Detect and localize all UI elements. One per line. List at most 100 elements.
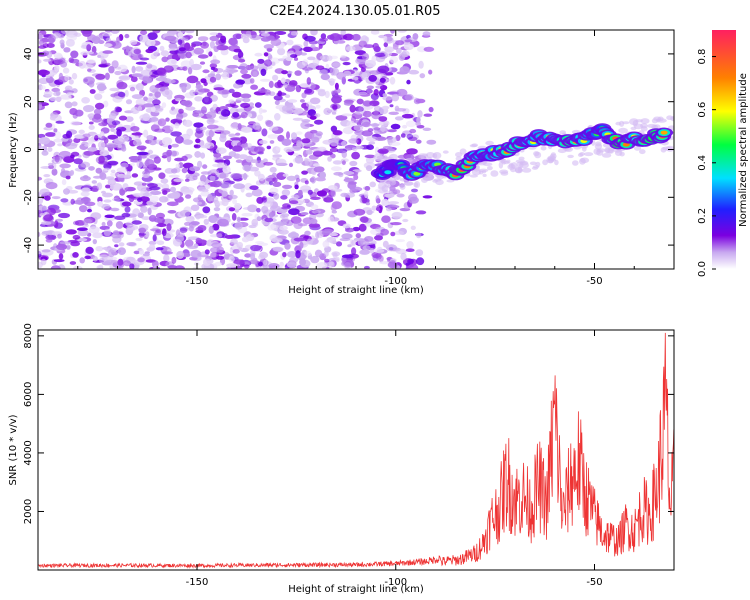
heatmap-noise-blob: [148, 215, 157, 222]
heatmap-noise-blob: [82, 218, 93, 224]
heatmap-noise-blob: [65, 229, 77, 235]
heatmap-noise-blob: [162, 89, 173, 98]
heatmap-noise-blob: [148, 93, 153, 97]
heatmap-noise-blob: [229, 189, 234, 196]
heatmap-noise-blob: [381, 215, 391, 223]
heatmap-noise-blob: [243, 172, 248, 181]
heatmap-noise-blob: [88, 166, 95, 171]
heatmap-noise-blob: [142, 182, 147, 186]
heatmap-noise-blob: [215, 73, 222, 81]
heatmap-noise-blob: [382, 240, 389, 248]
heatmap-noise-blob: [232, 112, 240, 118]
heatmap-noise-blob: [140, 69, 153, 77]
heatmap-noise-blob: [407, 258, 414, 264]
heatmap-noise-blob: [179, 227, 188, 233]
heatmap-noise-blob: [181, 167, 188, 174]
heatmap-noise-blob: [263, 44, 274, 50]
heatmap-noise-blob: [171, 168, 178, 174]
heatmap-noise-blob: [54, 131, 62, 140]
heatmap-noise-blob: [65, 175, 71, 180]
heatmap-noise-blob: [209, 63, 218, 69]
heatmap-noise-blob: [315, 65, 325, 71]
heatmap-noise-blob: [150, 106, 156, 113]
heatmap-noise-blob: [261, 128, 268, 137]
heatmap-noise-blob: [212, 67, 218, 72]
heatmap-noise-blob: [310, 204, 319, 210]
heatmap-noise-blob: [71, 101, 78, 107]
heatmap-noise-blob: [253, 146, 265, 154]
heatmap-noise-blob: [375, 195, 380, 204]
heatmap-noise-blob: [80, 191, 90, 197]
heatmap-noise-blob: [53, 52, 63, 59]
heatmap-noise-blob: [55, 120, 65, 124]
heatmap-noise-blob: [395, 239, 405, 243]
heatmap-noise-blob: [410, 225, 416, 230]
heatmap-noise-blob: [118, 76, 129, 80]
heatmap-noise-blob: [235, 159, 243, 163]
heatmap-noise-blob: [80, 51, 89, 56]
heatmap-noise-blob: [306, 101, 313, 108]
heatmap-noise-blob: [98, 122, 108, 127]
heatmap-noise-blob: [331, 210, 337, 214]
heatmap-noise-blob: [243, 144, 249, 151]
heatmap-noise-blob: [396, 88, 408, 97]
heatmap-noise-blob: [542, 159, 548, 166]
heatmap-noise-blob: [130, 76, 138, 83]
heatmap-noise-blob: [108, 66, 115, 74]
heatmap-noise-blob: [53, 138, 63, 143]
heatmap-noise-blob: [110, 30, 120, 34]
heatmap-noise-blob: [274, 31, 287, 35]
heatmap-noise-blob: [252, 71, 258, 77]
heatmap-noise-blob: [289, 200, 299, 205]
heatmap-noise-blob: [304, 106, 309, 111]
heatmap-noise-blob: [209, 251, 217, 258]
heatmap-noise-blob: [313, 163, 320, 167]
heatmap-noise-blob: [136, 151, 149, 156]
heatmap-noise-blob: [38, 137, 51, 145]
heatmap-noise-blob: [48, 164, 54, 170]
heatmap-noise-blob: [58, 212, 70, 219]
heatmap-noise-blob: [522, 167, 532, 173]
heatmap-noise-blob: [277, 90, 282, 97]
heatmap-noise-blob: [38, 192, 41, 197]
heatmap-noise-blob: [74, 109, 84, 117]
heatmap-noise-blob: [200, 191, 210, 197]
heatmap-noise-blob: [211, 242, 223, 248]
heatmap-noise-blob: [272, 177, 278, 183]
heatmap-noise-blob: [40, 85, 46, 90]
heatmap-noise-blob: [209, 175, 216, 181]
signal-blob: [660, 130, 668, 135]
heatmap-noise-blob: [368, 74, 378, 82]
heatmap-noise-blob: [490, 170, 499, 177]
heatmap-noise-blob: [249, 34, 262, 41]
heatmap-noise-blob: [361, 52, 370, 61]
heatmap-noise-blob: [334, 88, 341, 94]
heatmap-noise-blob: [406, 241, 414, 249]
heatmap-noise-blob: [308, 223, 321, 228]
heatmap-noise-blob: [263, 52, 269, 57]
heatmap-noise-blob: [385, 244, 398, 252]
heatmap-noise-blob: [215, 147, 227, 154]
heatmap-noise-blob: [265, 120, 274, 127]
heatmap-noise-blob: [41, 230, 54, 235]
heatmap-noise-blob: [181, 86, 187, 93]
heatmap-noise-blob: [327, 34, 335, 40]
heatmap-noise-blob: [343, 177, 355, 183]
heatmap-noise-blob: [112, 198, 121, 202]
heatmap-noise-blob: [329, 261, 335, 268]
heatmap-noise-blob: [58, 72, 64, 80]
heatmap-noise-blob: [371, 205, 377, 211]
heatmap-noise-blob: [126, 171, 131, 178]
heatmap-noise-blob: [66, 245, 71, 250]
heatmap-noise-blob: [327, 55, 333, 61]
heatmap-noise-blob: [428, 69, 433, 75]
heatmap-noise-blob: [353, 208, 366, 216]
heatmap-noise-blob: [184, 100, 193, 108]
heatmap-noise-blob: [203, 258, 211, 267]
heatmap-noise-blob: [81, 187, 91, 193]
heatmap-noise-blob: [251, 188, 263, 197]
heatmap-noise-blob: [63, 156, 75, 163]
heatmap-noise-blob: [168, 174, 180, 178]
heatmap-noise-blob: [202, 96, 213, 105]
heatmap-noise-blob: [242, 37, 250, 44]
